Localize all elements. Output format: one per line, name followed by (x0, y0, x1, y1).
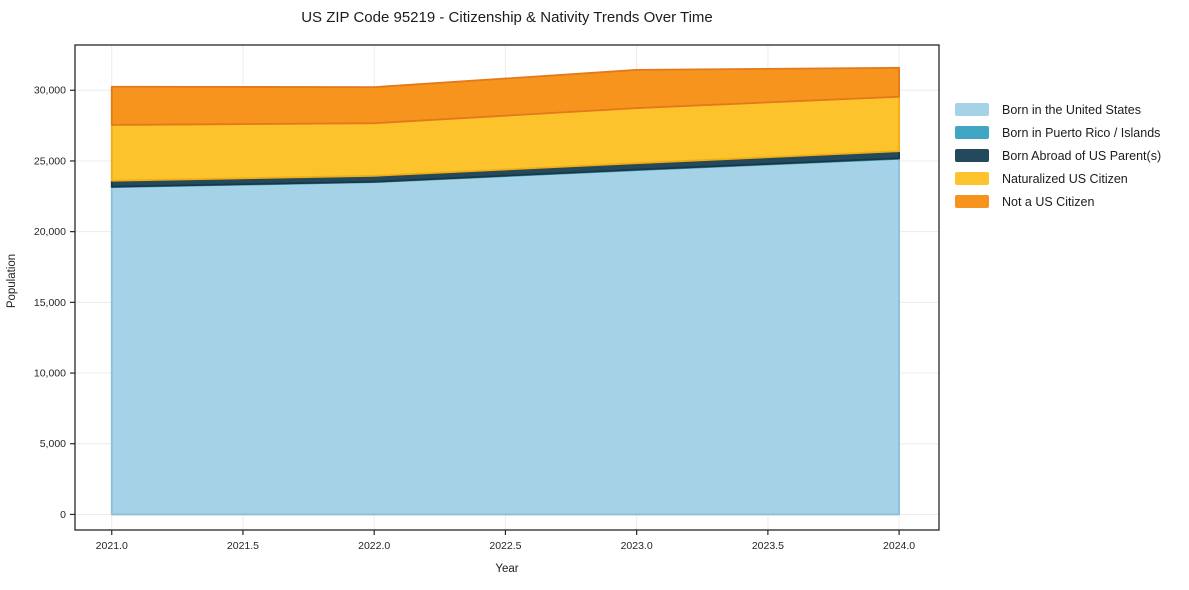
legend-swatch (955, 103, 989, 116)
area-born-in-the-united-states (110, 157, 901, 516)
y-axis-label: Population (6, 253, 18, 309)
legend-item: Born Abroad of US Parent(s) (955, 148, 1162, 163)
x-axis-label: Year (495, 563, 519, 575)
legend: Born in the United States Born in Puerto… (955, 102, 1162, 209)
y-tick-label: 0 (60, 509, 66, 521)
legend-item: Not a US Citizen (955, 194, 1161, 209)
legend-swatch (955, 195, 989, 208)
x-tick-label: 2022.5 (489, 540, 521, 552)
x-tick-label: 2021.5 (227, 540, 259, 552)
x-tick-label: 2023.5 (752, 540, 784, 552)
y-tick-label: 20,000 (34, 226, 66, 238)
area-not-a-us-citizen (110, 66, 901, 126)
legend-label: Born in the United States (1002, 102, 1141, 117)
legend-swatch (955, 149, 989, 162)
legend-item: Born in the United States (955, 102, 1161, 117)
y-tick-label: 5,000 (40, 438, 66, 450)
x-tick-label: 2024.0 (883, 540, 915, 552)
plot-border (74, 44, 940, 531)
legend-item: Naturalized US Citizen (955, 171, 1161, 186)
legend-swatch (955, 126, 989, 139)
legend-item: Born in Puerto Rico / Islands (955, 125, 1161, 140)
y-tick-label: 10,000 (34, 368, 66, 380)
legend-label: Born Abroad of US Parent(s) (1002, 148, 1162, 163)
x-tick-label: 2021.0 (96, 540, 128, 552)
y-tick-label: 15,000 (34, 297, 66, 309)
y-tick-label: 30,000 (34, 85, 66, 97)
y-tick-label: 25,000 (34, 155, 66, 167)
chart-title: US ZIP Code 95219 - Citizenship & Nativi… (301, 9, 713, 26)
legend-label: Not a US Citizen (1002, 194, 1095, 209)
legend-label: Born in Puerto Rico / Islands (1002, 125, 1161, 140)
legend-label: Naturalized US Citizen (1002, 171, 1128, 186)
x-tick-label: 2022.0 (358, 540, 390, 552)
legend-swatch (955, 172, 989, 185)
x-tick-label: 2023.0 (621, 540, 653, 552)
